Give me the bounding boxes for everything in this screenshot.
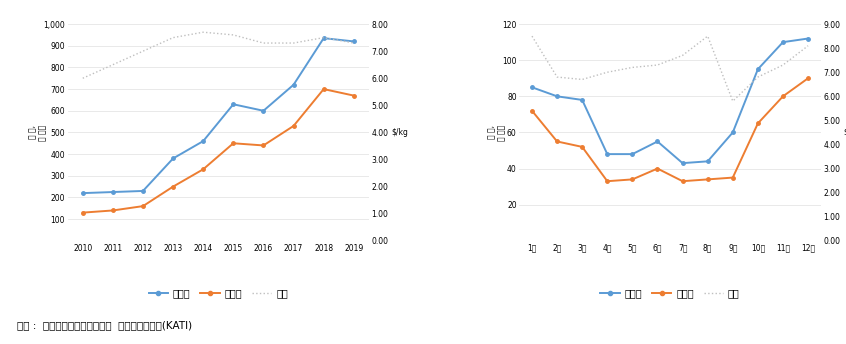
- Legend: 수입량, 수입액, 단가: 수입량, 수입액, 단가: [596, 285, 744, 302]
- Y-axis label: 천 톤,
억 달러: 천 톤, 억 달러: [487, 124, 506, 141]
- Y-axis label: $/kg: $/kg: [843, 128, 846, 137]
- Y-axis label: $/kg: $/kg: [392, 128, 408, 137]
- Legend: 수입량, 수입액, 단가: 수입량, 수입액, 단가: [145, 285, 292, 302]
- Y-axis label: 천 톤,
억 달러: 천 톤, 억 달러: [28, 124, 47, 141]
- Text: 출체 :  한국농수산식품유통공사  농식품수출정보(KATI): 출체 : 한국농수산식품유통공사 농식품수출정보(KATI): [17, 320, 192, 330]
